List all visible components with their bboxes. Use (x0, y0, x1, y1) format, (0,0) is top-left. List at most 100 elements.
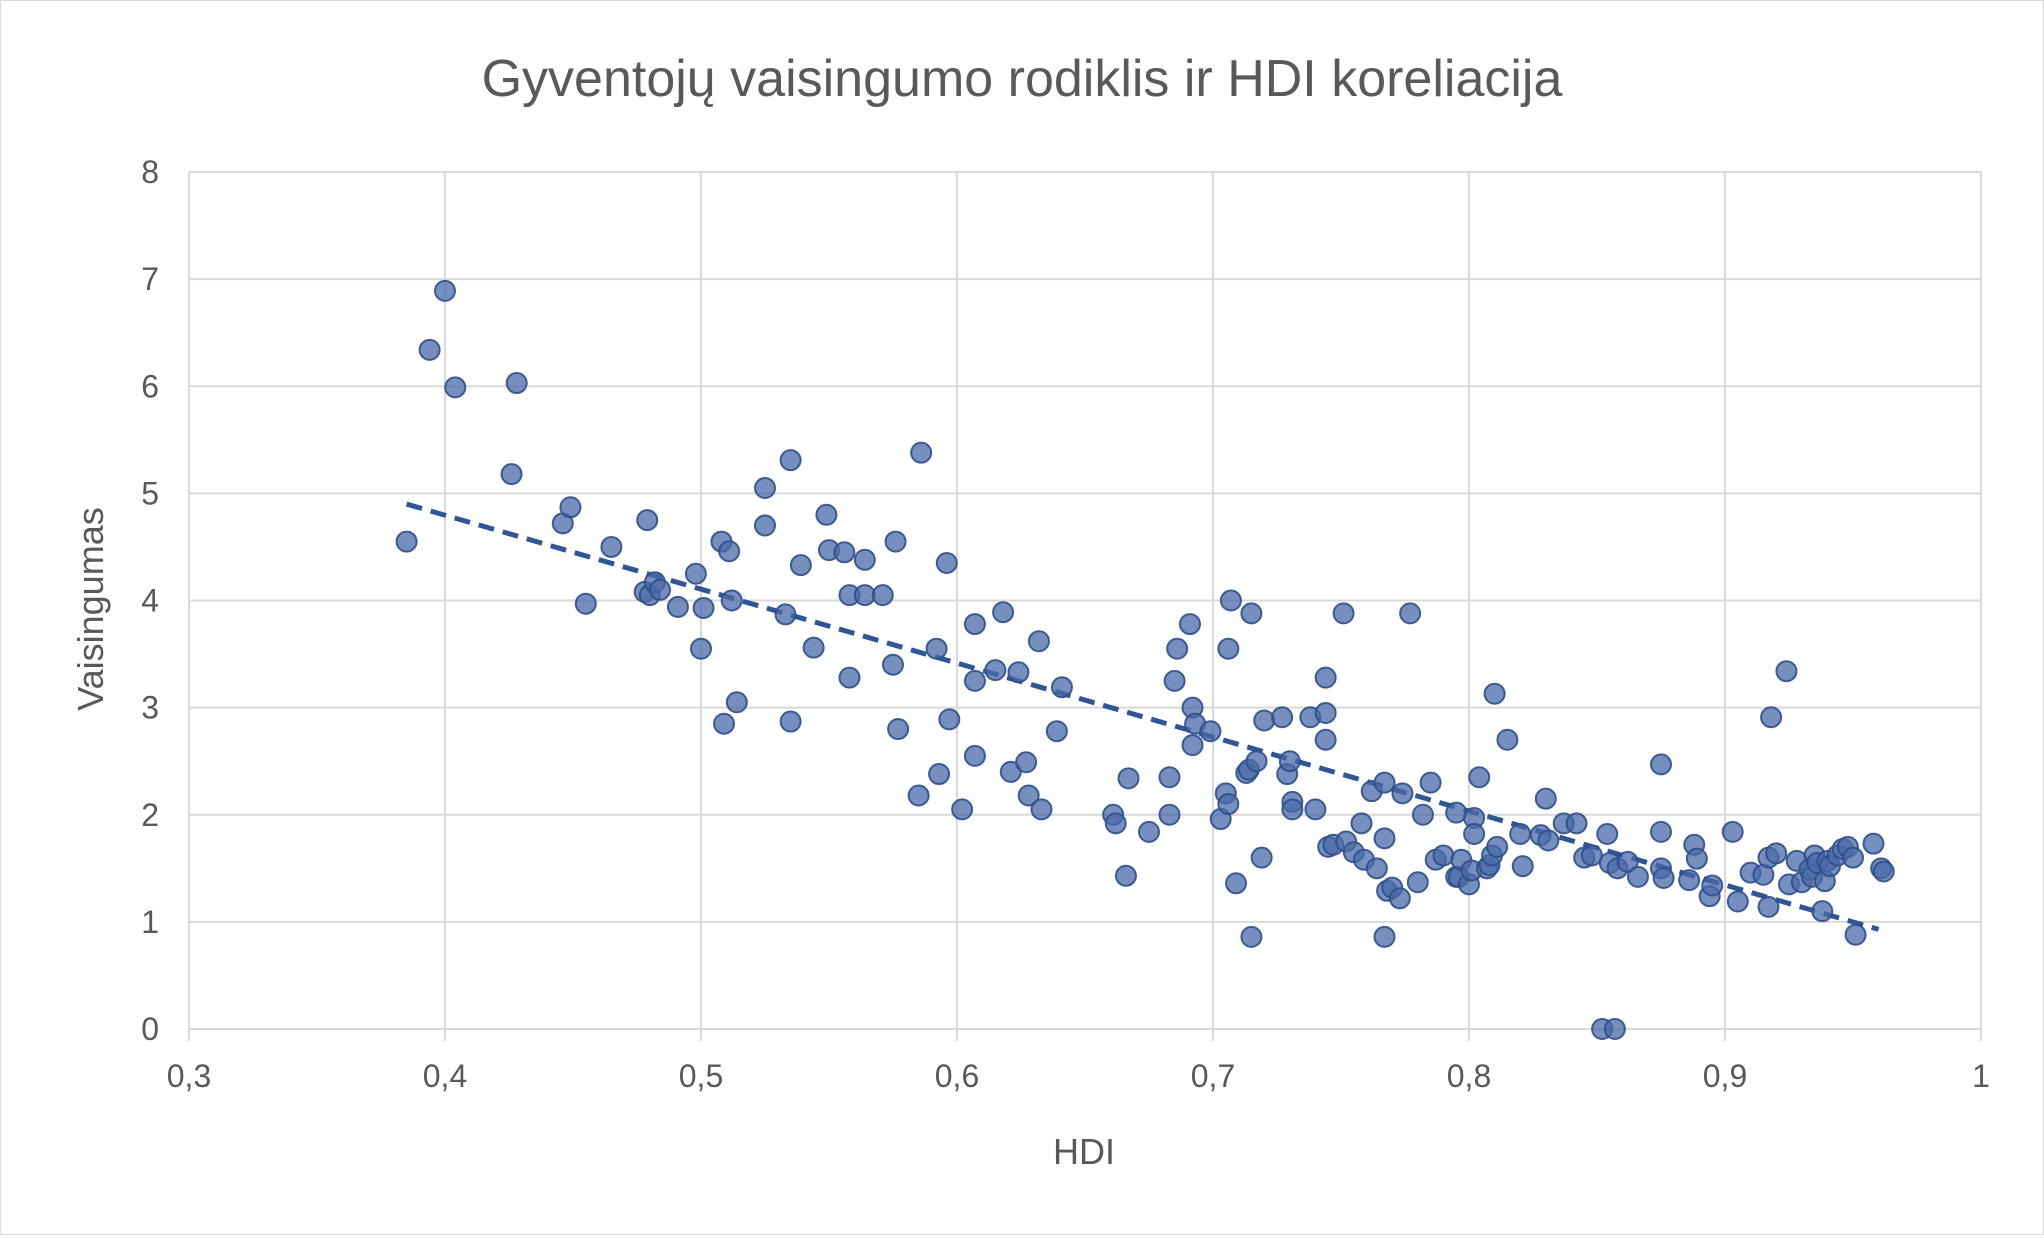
scatter-point (1399, 602, 1422, 625)
scatter-point (600, 535, 623, 558)
scatter-point (853, 548, 876, 571)
scatter-point (838, 666, 861, 689)
y-tick-label: 5 (141, 475, 159, 511)
scatter-point (1537, 829, 1560, 852)
scatter-point (1314, 666, 1337, 689)
scatter-point (754, 514, 776, 537)
scatter-point (789, 554, 812, 577)
scatter-point (833, 541, 856, 564)
scatter-point (1685, 847, 1708, 870)
scatter-point (935, 552, 958, 575)
scatter-point (1509, 823, 1532, 846)
y-tick-label: 7 (141, 261, 159, 297)
scatter-point (1271, 706, 1294, 729)
scatter-point (1278, 750, 1301, 773)
scatter-point (1603, 1018, 1626, 1040)
y-axis-label: Vaisingumas (70, 507, 111, 710)
scatter-point (1007, 661, 1030, 684)
scatter-point (1652, 866, 1675, 889)
scatter-point (1626, 865, 1649, 888)
scatter-point (1463, 823, 1486, 846)
scatter-point (713, 712, 736, 735)
y-tick-label: 2 (141, 797, 159, 833)
scatter-point (1219, 589, 1242, 612)
scatter-point (1240, 602, 1263, 625)
y-tick-label: 8 (141, 154, 159, 190)
scatter-point (1240, 925, 1263, 948)
scatter-point (1844, 923, 1867, 946)
scatter-point (1486, 835, 1509, 858)
y-tick-label: 4 (141, 583, 159, 619)
scatter-point (434, 279, 456, 302)
scatter-point (1872, 860, 1895, 883)
x-axis-label: HDI (1053, 1131, 1115, 1172)
scatter-point (1616, 850, 1639, 873)
scatter-point (718, 540, 741, 563)
scatter-point (963, 613, 986, 636)
scatter-point (684, 562, 707, 585)
scatter-point (1250, 846, 1273, 869)
scatter-point (1391, 782, 1414, 805)
scatter-point (1253, 709, 1276, 732)
scatter-point (779, 449, 802, 472)
scatter-point (1650, 753, 1672, 776)
data-points (395, 279, 1895, 1040)
scatter-point (1199, 720, 1222, 743)
scatter-point (1432, 844, 1455, 867)
scatter-point (1158, 766, 1181, 789)
scatter-point (1775, 660, 1798, 683)
scatter-point (1596, 823, 1619, 846)
scatter-point (1483, 682, 1506, 705)
x-tick-labels: 0,3 0,4 0,5 0,6 0,7 0,8 0,9 1 (167, 1058, 1990, 1094)
scatter-point (1027, 630, 1050, 653)
scatter-point (1534, 787, 1557, 810)
scatter-point (754, 477, 776, 500)
y-tick-label: 0 (141, 1011, 159, 1047)
scatter-point (907, 784, 930, 807)
scatter-point (779, 710, 802, 733)
scatter-point (928, 763, 951, 786)
y-tick-label: 1 (141, 904, 159, 940)
x-tick-label: 0,7 (1191, 1058, 1235, 1094)
scatter-point (992, 601, 1015, 624)
scatter-point (1017, 784, 1040, 807)
scatter-point (559, 496, 582, 519)
scatter-point (1373, 771, 1396, 794)
scatter-point (1468, 766, 1491, 789)
x-tick-label: 0,4 (423, 1058, 467, 1094)
scatter-point (963, 669, 986, 692)
scatter-point (649, 578, 672, 601)
scatter-point (692, 596, 715, 619)
scatter-point (636, 509, 659, 532)
scatter-point (1163, 669, 1186, 692)
scatter-point (395, 530, 418, 553)
scatter-point (1373, 925, 1396, 948)
scatter-point (815, 503, 838, 526)
scatter-point (1314, 728, 1337, 751)
scatter-point (1721, 820, 1744, 843)
scatter-point (500, 463, 523, 486)
scatter-point (1406, 871, 1429, 894)
scatter-point (1114, 864, 1137, 887)
scatter-point (1565, 812, 1588, 835)
scatter-point (1701, 874, 1724, 897)
scatter-point (666, 595, 689, 618)
scatter-point (884, 530, 907, 553)
scatter-point (1411, 803, 1434, 826)
scatter-point (1862, 832, 1885, 855)
scatter-point (1166, 637, 1189, 660)
scatter-point (505, 372, 528, 395)
scatter-point (574, 592, 597, 615)
y-tick-label: 6 (141, 368, 159, 404)
scatter-point (871, 584, 894, 607)
scatter-point (963, 744, 986, 767)
scatter-point (1388, 887, 1411, 910)
x-tick-label: 0,9 (1703, 1058, 1747, 1094)
scatter-point (1138, 820, 1160, 843)
scatter-point (1811, 900, 1834, 923)
x-tick-label: 0,6 (935, 1058, 979, 1094)
scatter-point (1178, 613, 1201, 636)
x-tick-label: 0,5 (679, 1058, 723, 1094)
scatter-point (1045, 720, 1068, 743)
